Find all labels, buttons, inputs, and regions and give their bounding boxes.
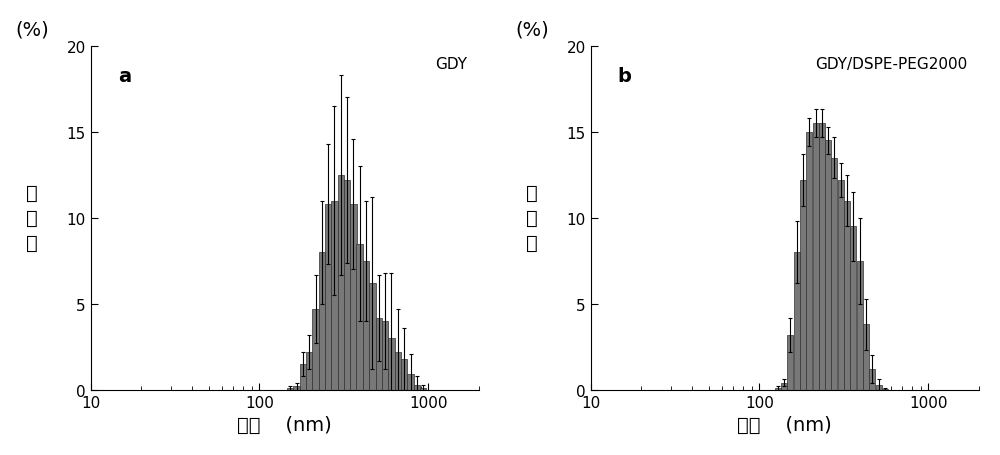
Bar xyxy=(363,261,369,390)
Bar xyxy=(869,369,875,390)
Bar xyxy=(407,374,414,390)
Bar xyxy=(382,321,388,390)
Bar xyxy=(369,283,376,390)
Bar xyxy=(376,318,382,390)
Bar xyxy=(819,124,825,390)
Bar xyxy=(838,181,844,390)
Bar xyxy=(338,176,344,390)
Bar xyxy=(388,339,395,390)
Bar xyxy=(800,181,806,390)
Bar xyxy=(350,205,357,390)
Text: (%): (%) xyxy=(15,21,49,40)
Bar xyxy=(794,253,800,390)
Bar xyxy=(344,181,350,390)
Bar xyxy=(876,385,882,390)
Bar xyxy=(882,389,888,390)
Bar xyxy=(787,335,793,390)
Text: GDY/DSPE-PEG2000: GDY/DSPE-PEG2000 xyxy=(815,57,968,72)
Text: 百
分
数: 百 分 数 xyxy=(526,184,538,253)
Bar xyxy=(287,388,293,390)
Bar xyxy=(356,244,363,390)
Bar xyxy=(331,201,338,390)
Bar xyxy=(863,325,869,390)
Bar xyxy=(420,388,426,390)
Bar xyxy=(319,253,325,390)
Bar xyxy=(293,386,300,390)
X-axis label: 粒径    (nm): 粒径 (nm) xyxy=(737,415,832,434)
Bar xyxy=(813,124,819,390)
Bar xyxy=(857,261,863,390)
X-axis label: 粒径    (nm): 粒径 (nm) xyxy=(237,415,332,434)
Bar xyxy=(306,352,312,390)
Bar xyxy=(844,201,850,390)
Bar xyxy=(831,158,837,390)
Bar xyxy=(850,227,856,390)
Text: 百
分
数: 百 分 数 xyxy=(26,184,38,253)
Text: a: a xyxy=(118,67,131,86)
Text: (%): (%) xyxy=(515,21,549,40)
Bar xyxy=(775,388,781,390)
Bar xyxy=(401,359,407,390)
Bar xyxy=(806,132,812,390)
Bar xyxy=(312,309,319,390)
Bar xyxy=(325,205,331,390)
Text: b: b xyxy=(618,67,632,86)
Text: GDY: GDY xyxy=(436,57,468,72)
Bar xyxy=(825,141,831,390)
Bar xyxy=(414,385,420,390)
Bar xyxy=(300,364,306,390)
Bar xyxy=(395,352,401,390)
Bar xyxy=(781,383,787,390)
